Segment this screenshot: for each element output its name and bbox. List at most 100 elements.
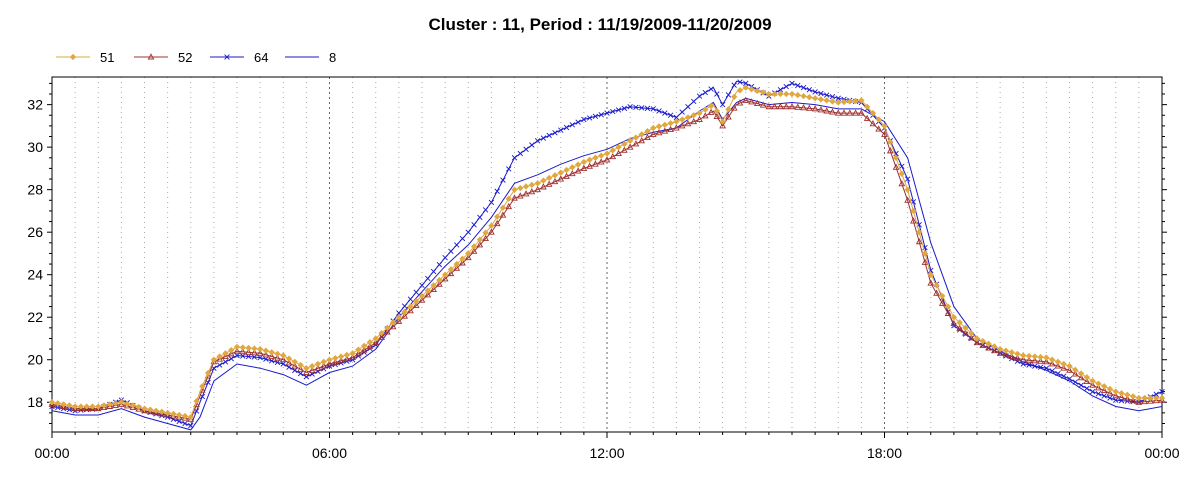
data-point xyxy=(1112,392,1120,399)
data-point xyxy=(691,98,697,105)
data-point xyxy=(441,275,449,282)
data-point xyxy=(563,124,570,131)
data-point xyxy=(210,356,218,363)
y-tick-label: 32 xyxy=(27,97,43,113)
data-point xyxy=(118,399,125,406)
data-point xyxy=(812,89,818,95)
data-point xyxy=(349,353,356,361)
data-point xyxy=(228,355,234,362)
data-point xyxy=(1113,397,1119,403)
data-point xyxy=(858,97,865,104)
y-tick-label: 30 xyxy=(27,139,43,155)
data-point xyxy=(881,122,888,130)
data-point xyxy=(551,172,559,179)
legend-item: 64 xyxy=(210,50,268,65)
data-point xyxy=(568,169,576,177)
data-point xyxy=(540,135,547,141)
data-point xyxy=(800,92,807,100)
data-point xyxy=(557,175,565,182)
data-point xyxy=(620,146,628,153)
data-point xyxy=(418,296,426,303)
data-point xyxy=(985,340,992,347)
data-point xyxy=(806,94,813,101)
data-point xyxy=(1129,393,1137,400)
data-point xyxy=(395,314,403,321)
data-point xyxy=(424,287,431,294)
data-point xyxy=(753,99,761,107)
data-point xyxy=(701,112,709,119)
data-point xyxy=(563,166,570,174)
data-point xyxy=(592,160,599,167)
data-point xyxy=(187,413,194,421)
data-point xyxy=(412,301,420,308)
data-point xyxy=(638,105,645,111)
data-point xyxy=(383,328,391,335)
data-point xyxy=(297,370,304,377)
data-point xyxy=(83,403,90,410)
data-point xyxy=(950,319,958,327)
data-point xyxy=(471,222,477,228)
data-point xyxy=(1135,398,1143,405)
data-point xyxy=(743,80,749,87)
data-point xyxy=(1025,352,1033,360)
data-point xyxy=(893,150,899,157)
data-point xyxy=(506,166,512,172)
data-point xyxy=(621,105,628,112)
data-point xyxy=(811,95,819,102)
data-point xyxy=(401,303,408,309)
data-point xyxy=(558,127,564,133)
data-point xyxy=(546,132,552,139)
data-point xyxy=(551,177,559,185)
data-point xyxy=(372,338,380,346)
data-point xyxy=(534,138,541,144)
data-point xyxy=(771,90,778,98)
data-point xyxy=(343,355,351,362)
data-point xyxy=(1055,370,1061,377)
data-point xyxy=(1008,349,1015,356)
data-point xyxy=(673,114,680,121)
data-point xyxy=(1135,394,1143,402)
data-point xyxy=(314,364,322,371)
data-point xyxy=(477,214,483,221)
data-point xyxy=(482,207,489,213)
data-point xyxy=(655,123,663,130)
data-point xyxy=(129,402,137,409)
data-point xyxy=(251,354,258,360)
data-point xyxy=(268,349,275,356)
data-point xyxy=(378,333,385,340)
data-point xyxy=(956,319,963,326)
data-point xyxy=(199,383,206,390)
data-point xyxy=(863,103,871,110)
data-point xyxy=(662,110,668,116)
data-point xyxy=(800,84,807,91)
data-point xyxy=(274,359,281,366)
data-point xyxy=(401,312,409,319)
data-point xyxy=(366,342,374,349)
data-point xyxy=(534,185,541,193)
data-point xyxy=(725,92,732,98)
data-point xyxy=(234,352,240,359)
data-point xyxy=(598,152,605,159)
data-point xyxy=(494,188,500,194)
y-tick-label: 22 xyxy=(27,309,43,325)
data-point xyxy=(355,346,362,353)
data-point xyxy=(1049,368,1055,374)
data-point xyxy=(823,97,830,104)
data-point xyxy=(707,108,715,115)
data-point xyxy=(731,93,738,101)
data-point xyxy=(690,117,698,125)
data-point xyxy=(182,420,188,427)
data-point xyxy=(818,90,824,97)
data-point xyxy=(141,405,148,412)
data-point xyxy=(632,140,640,147)
data-point xyxy=(719,118,726,125)
data-point xyxy=(1032,363,1038,369)
data-point xyxy=(1106,385,1114,393)
data-point xyxy=(563,172,570,179)
data-point xyxy=(690,112,697,119)
data-point xyxy=(222,350,229,357)
data-point xyxy=(407,303,414,310)
data-point xyxy=(216,362,223,368)
data-point xyxy=(435,280,443,287)
